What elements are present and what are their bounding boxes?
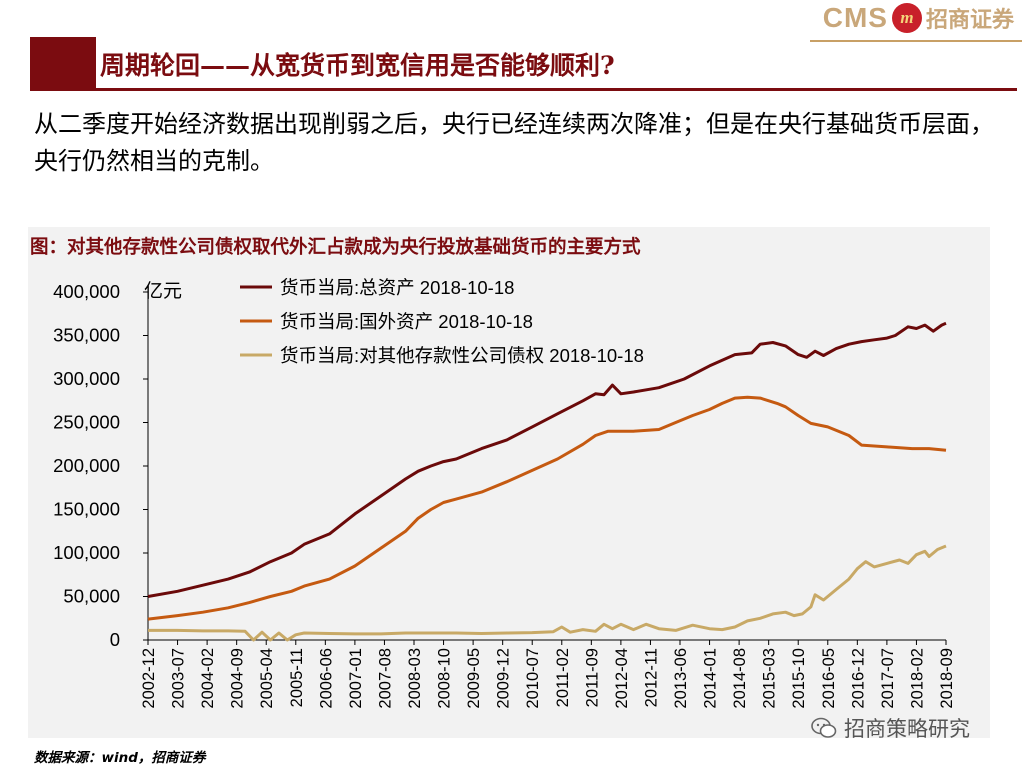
x-tick-label: 2005-11: [288, 648, 306, 707]
y-tick-label: 0: [110, 629, 120, 650]
title-accent-block: [30, 37, 96, 90]
x-tick-label: 2008-03: [406, 648, 424, 709]
x-tick-label: 2004-02: [199, 648, 217, 709]
x-tick-label: 2005-04: [258, 648, 276, 709]
data-source: 数据来源：wind，招商证券: [34, 750, 206, 766]
legend-claims-on-banks-label: 货币当局:对其他存款性公司债权 2018-10-18: [280, 345, 644, 366]
x-tick-label: 2007-08: [376, 648, 394, 709]
series-claims-on-banks-line: [148, 544, 947, 642]
x-tick-label: 2009-12: [495, 648, 513, 709]
legend-foreign-assets-label: 货币当局:国外资产 2018-10-18: [280, 311, 533, 332]
x-tick-label: 2013-06: [672, 648, 690, 709]
x-tick-label: 2015-03: [761, 648, 779, 709]
chart-axes: 0 50,000 100,000 150,000 200,000 250,000 300,0…: [53, 281, 956, 709]
x-tick-label: 2002-12: [140, 648, 158, 709]
y-tick-label: 300,000: [53, 368, 120, 389]
body-paragraph: 从二季度开始经济数据出现削弱之后，央行已经连续两次降准；但是在央行基础货币层面，…: [34, 110, 994, 175]
x-tick-label: 2011-02: [554, 648, 572, 707]
x-tick-label: 2012-11: [642, 648, 660, 707]
x-tick-label: 2017-07: [879, 648, 897, 709]
wechat-icon: [811, 717, 837, 738]
y-tick-label: 350,000: [53, 325, 120, 346]
logo-rule: [810, 40, 1022, 42]
legend-total-assets-label: 货币当局:总资产 2018-10-18: [280, 277, 514, 298]
brand-logo: CMS m 招商证券: [823, 2, 1014, 34]
logo-cms-text: CMS: [822, 2, 888, 33]
x-tick-label: 2015-10: [790, 648, 808, 709]
y-tick-label: 100,000: [53, 542, 120, 563]
x-tick-label: 2014-01: [702, 648, 720, 709]
x-tick-label: 2016-12: [849, 648, 867, 709]
chart-legend: 货币当局:总资产 2018-10-18 货币当局:国外资产 2018-10-18 货…: [240, 277, 644, 366]
y-tick-label: 50,000: [63, 586, 120, 607]
logo-cn-text: 招商证券: [925, 7, 1014, 33]
watermark-text: 招商策略研究: [844, 717, 970, 741]
y-axis-label: 亿元: [144, 280, 182, 302]
x-tick-label: 2003-07: [170, 648, 188, 709]
title-rule: [30, 88, 1017, 91]
x-tick-label: 2009-05: [465, 648, 483, 709]
page-title: 周期轮回——从宽货币到宽信用是否能够顺利?: [100, 51, 615, 80]
x-tick-label: 2004-09: [229, 648, 247, 709]
x-tick-label: 2011-09: [583, 648, 601, 707]
y-tick-label: 200,000: [53, 455, 120, 476]
x-tick-label: 2007-01: [347, 648, 365, 709]
x-tick-label: 2012-04: [613, 648, 631, 709]
logo-mark-icon: m: [891, 3, 922, 33]
x-tick-label: 2018-09: [938, 648, 956, 709]
y-tick-label: 250,000: [53, 412, 120, 433]
x-tick-label: 2008-10: [436, 648, 454, 709]
chart-panel: [28, 227, 990, 738]
series-total-assets-line: [147, 321, 947, 598]
x-tick-label: 2006-06: [317, 648, 335, 709]
y-tick-label: 150,000: [53, 499, 120, 520]
chart-title: 图：对其他存款性公司债权取代外汇占款成为央行投放基础货币的主要方式: [30, 237, 641, 258]
y-tick-label: 400,000: [53, 281, 120, 302]
series-foreign-assets-line: [147, 395, 947, 621]
x-tick-label: 2014-08: [731, 648, 749, 709]
x-tick-label: 2010-07: [524, 648, 542, 709]
chart-lines: [147, 321, 947, 642]
watermark: 招商策略研究: [810, 713, 970, 743]
x-tick-label: 2018-02: [908, 648, 926, 709]
x-tick-label: 2016-05: [820, 648, 838, 709]
